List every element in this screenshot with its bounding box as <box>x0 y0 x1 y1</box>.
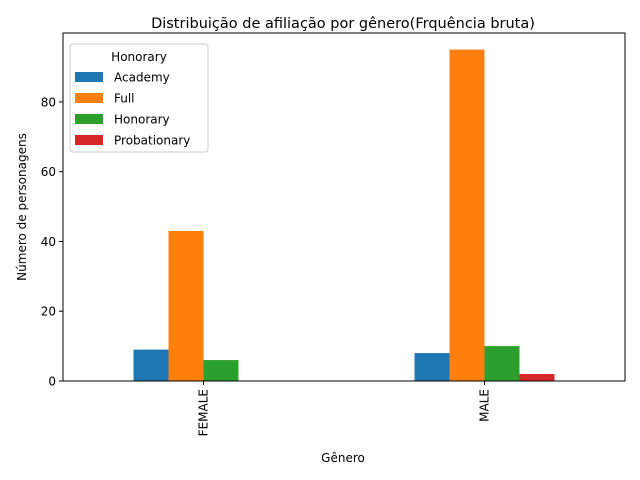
bar-academy-male <box>414 353 450 381</box>
legend: Honorary Academy Full Honorary Probationary <box>69 43 209 153</box>
legend-label-probationary: Probationary <box>114 134 190 148</box>
y-axis: 0 20 40 60 80 <box>41 95 63 389</box>
legend-swatch-probationary <box>75 135 103 145</box>
x-axis-label: Gênero <box>321 451 365 465</box>
legend-items: Academy Full Honorary Probationary <box>75 71 190 148</box>
y-tick-label: 60 <box>41 165 56 179</box>
chart-title: Distribuição de afiliação por gênero(Frq… <box>151 16 535 32</box>
y-tick-label: 20 <box>41 305 56 319</box>
axes-frame <box>62 32 626 382</box>
y-tick-label: 80 <box>41 95 56 109</box>
legend-title: Honorary <box>111 50 167 64</box>
bar-full-male <box>449 49 485 381</box>
legend-box <box>69 43 209 153</box>
y-axis-label: Número de personagens <box>15 133 29 281</box>
legend-label-honorary: Honorary <box>114 113 170 127</box>
bar-honorary-female <box>203 360 239 381</box>
y-tick-label: 0 <box>48 375 56 389</box>
bar-academy-female <box>133 349 169 381</box>
plot-area <box>133 49 555 381</box>
x-tick-label: FEMALE <box>197 389 211 436</box>
legend-swatch-full <box>75 93 103 103</box>
legend-swatch-honorary <box>75 114 103 124</box>
bar-probationary-male <box>519 374 555 381</box>
legend-swatch-academy <box>75 72 103 82</box>
x-axis: FEMALE MALE <box>197 381 492 436</box>
y-tick-label: 40 <box>41 235 56 249</box>
legend-label-academy: Academy <box>114 71 170 85</box>
bar-full-female <box>168 230 204 381</box>
legend-label-full: Full <box>114 92 135 106</box>
x-tick-label: MALE <box>478 389 492 422</box>
bar-honorary-male <box>484 346 520 381</box>
